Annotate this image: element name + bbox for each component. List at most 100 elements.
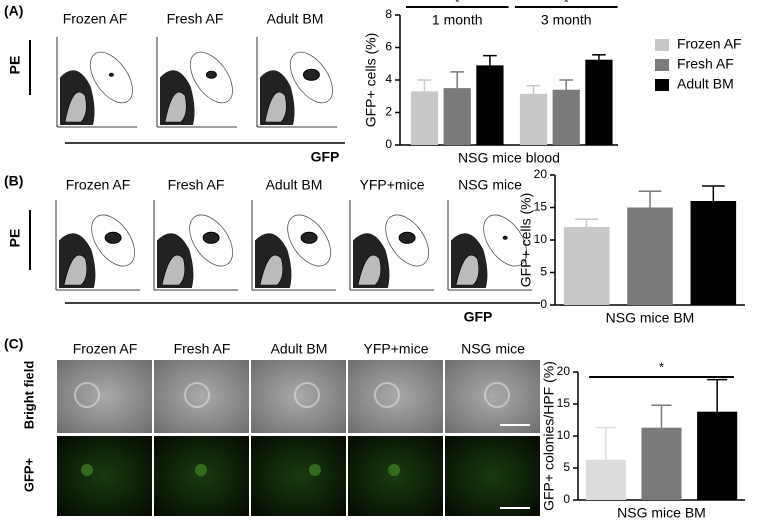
bar	[476, 65, 504, 145]
bar	[627, 207, 673, 305]
colony	[184, 382, 210, 408]
y-tick-label: 15	[534, 200, 548, 214]
gfp-population	[398, 231, 416, 244]
plot-label: Fresh AF	[167, 11, 224, 27]
bright-field-image	[251, 360, 346, 433]
plot-label: Adult BM	[266, 177, 323, 193]
gate	[483, 214, 528, 267]
plot-label: Adult BM	[267, 11, 324, 27]
gfp-population	[202, 231, 220, 244]
y-tick-label: 0	[540, 297, 547, 311]
cell-population-inner	[357, 254, 382, 286]
y-tick-label: 2	[385, 105, 392, 119]
gate	[189, 214, 234, 267]
panel-label: (A)	[4, 3, 23, 19]
colony	[294, 382, 320, 408]
bar	[641, 427, 682, 500]
y-tick-label: 6	[385, 40, 392, 54]
y-axis-label: GFP+ colonies/HPF (%)	[541, 361, 557, 511]
gfp-population	[205, 70, 217, 79]
bar	[410, 91, 439, 145]
plot-label: YFP+mice	[360, 177, 425, 193]
gfp-population	[502, 235, 508, 240]
plot-label: Fresh AF	[168, 177, 225, 193]
gfp-population	[300, 231, 318, 244]
y-axis-label: GFP+ cells (%)	[363, 33, 379, 128]
gate	[385, 214, 430, 267]
y-tick-label: 10	[557, 428, 571, 442]
plot-label: NSG mice	[458, 177, 522, 193]
cell-population-inner	[161, 254, 186, 286]
bar	[563, 227, 610, 305]
gate	[89, 51, 133, 104]
cell-population-inner	[64, 91, 87, 123]
row-label: Bright field	[21, 361, 36, 430]
category-label: 1 month	[432, 12, 483, 28]
gfp-image	[348, 436, 443, 516]
legend-label: Adult BM	[677, 76, 734, 92]
legend-swatch	[655, 59, 669, 71]
gfp-colony	[81, 464, 93, 476]
cell-population-inner	[164, 91, 187, 123]
legend-swatch	[655, 79, 669, 91]
colony	[484, 382, 510, 408]
bright-field-image	[348, 360, 443, 433]
y-tick-label: 5	[563, 460, 570, 474]
colony	[374, 382, 400, 408]
cell-population-inner	[264, 91, 287, 123]
bar	[585, 459, 626, 500]
y-tick-label: 20	[534, 167, 548, 181]
legend-label: Fresh AF	[677, 56, 734, 72]
colony	[74, 382, 100, 408]
category-label: 3 month	[541, 12, 592, 28]
y-tick-label: 4	[385, 72, 392, 86]
gfp-population	[104, 231, 122, 244]
bar	[519, 93, 548, 145]
gfp-image	[251, 436, 346, 516]
gfp-colony	[195, 464, 207, 476]
axis-label: GFP	[311, 149, 340, 165]
column-label: NSG mice	[461, 341, 525, 357]
gfp-population	[108, 72, 114, 77]
y-tick-label: 0	[385, 137, 392, 151]
x-axis-label: NSG mice BM	[617, 505, 706, 521]
y-axis-label: GFP+ cells (%)	[518, 193, 534, 288]
row-label: GFP+	[21, 457, 36, 492]
gfp-colony	[309, 464, 321, 476]
panel-label: (B)	[4, 173, 23, 189]
bright-field-image	[57, 360, 152, 433]
axis-label: GFP	[464, 309, 493, 325]
y-tick-label: 20	[557, 364, 571, 378]
gfp-image	[445, 436, 540, 516]
annotation: *	[659, 359, 664, 374]
y-tick-label: 0	[563, 492, 570, 506]
x-axis-label: NSG mice BM	[606, 310, 695, 326]
cell-population-inner	[259, 254, 284, 286]
column-label: Frozen AF	[73, 341, 138, 357]
legend-swatch	[655, 39, 669, 51]
annotation: *	[455, 0, 460, 9]
gate	[189, 51, 233, 104]
plot-label: Frozen AF	[66, 177, 131, 193]
gfp-image	[57, 436, 152, 516]
x-axis-label: NSG mice blood	[458, 150, 560, 166]
gfp-image	[154, 436, 249, 516]
bright-field-image	[445, 360, 540, 433]
column-label: Fresh AF	[174, 341, 231, 357]
bright-field-image	[154, 360, 249, 433]
bar	[443, 88, 471, 145]
gate	[289, 51, 333, 104]
cell-population-inner	[455, 254, 480, 286]
gfp-population	[302, 68, 320, 81]
panel-label: (C)	[4, 336, 23, 352]
gfp-colony	[388, 464, 400, 476]
cell-population-inner	[63, 254, 88, 286]
legend-label: Frozen AF	[677, 36, 742, 52]
y-tick-label: 10	[534, 232, 548, 246]
column-label: YFP+mice	[364, 341, 429, 357]
bar	[552, 89, 580, 145]
axis-label: PE	[7, 56, 23, 75]
plot-label: Frozen AF	[63, 11, 128, 27]
column-label: Adult BM	[271, 341, 328, 357]
